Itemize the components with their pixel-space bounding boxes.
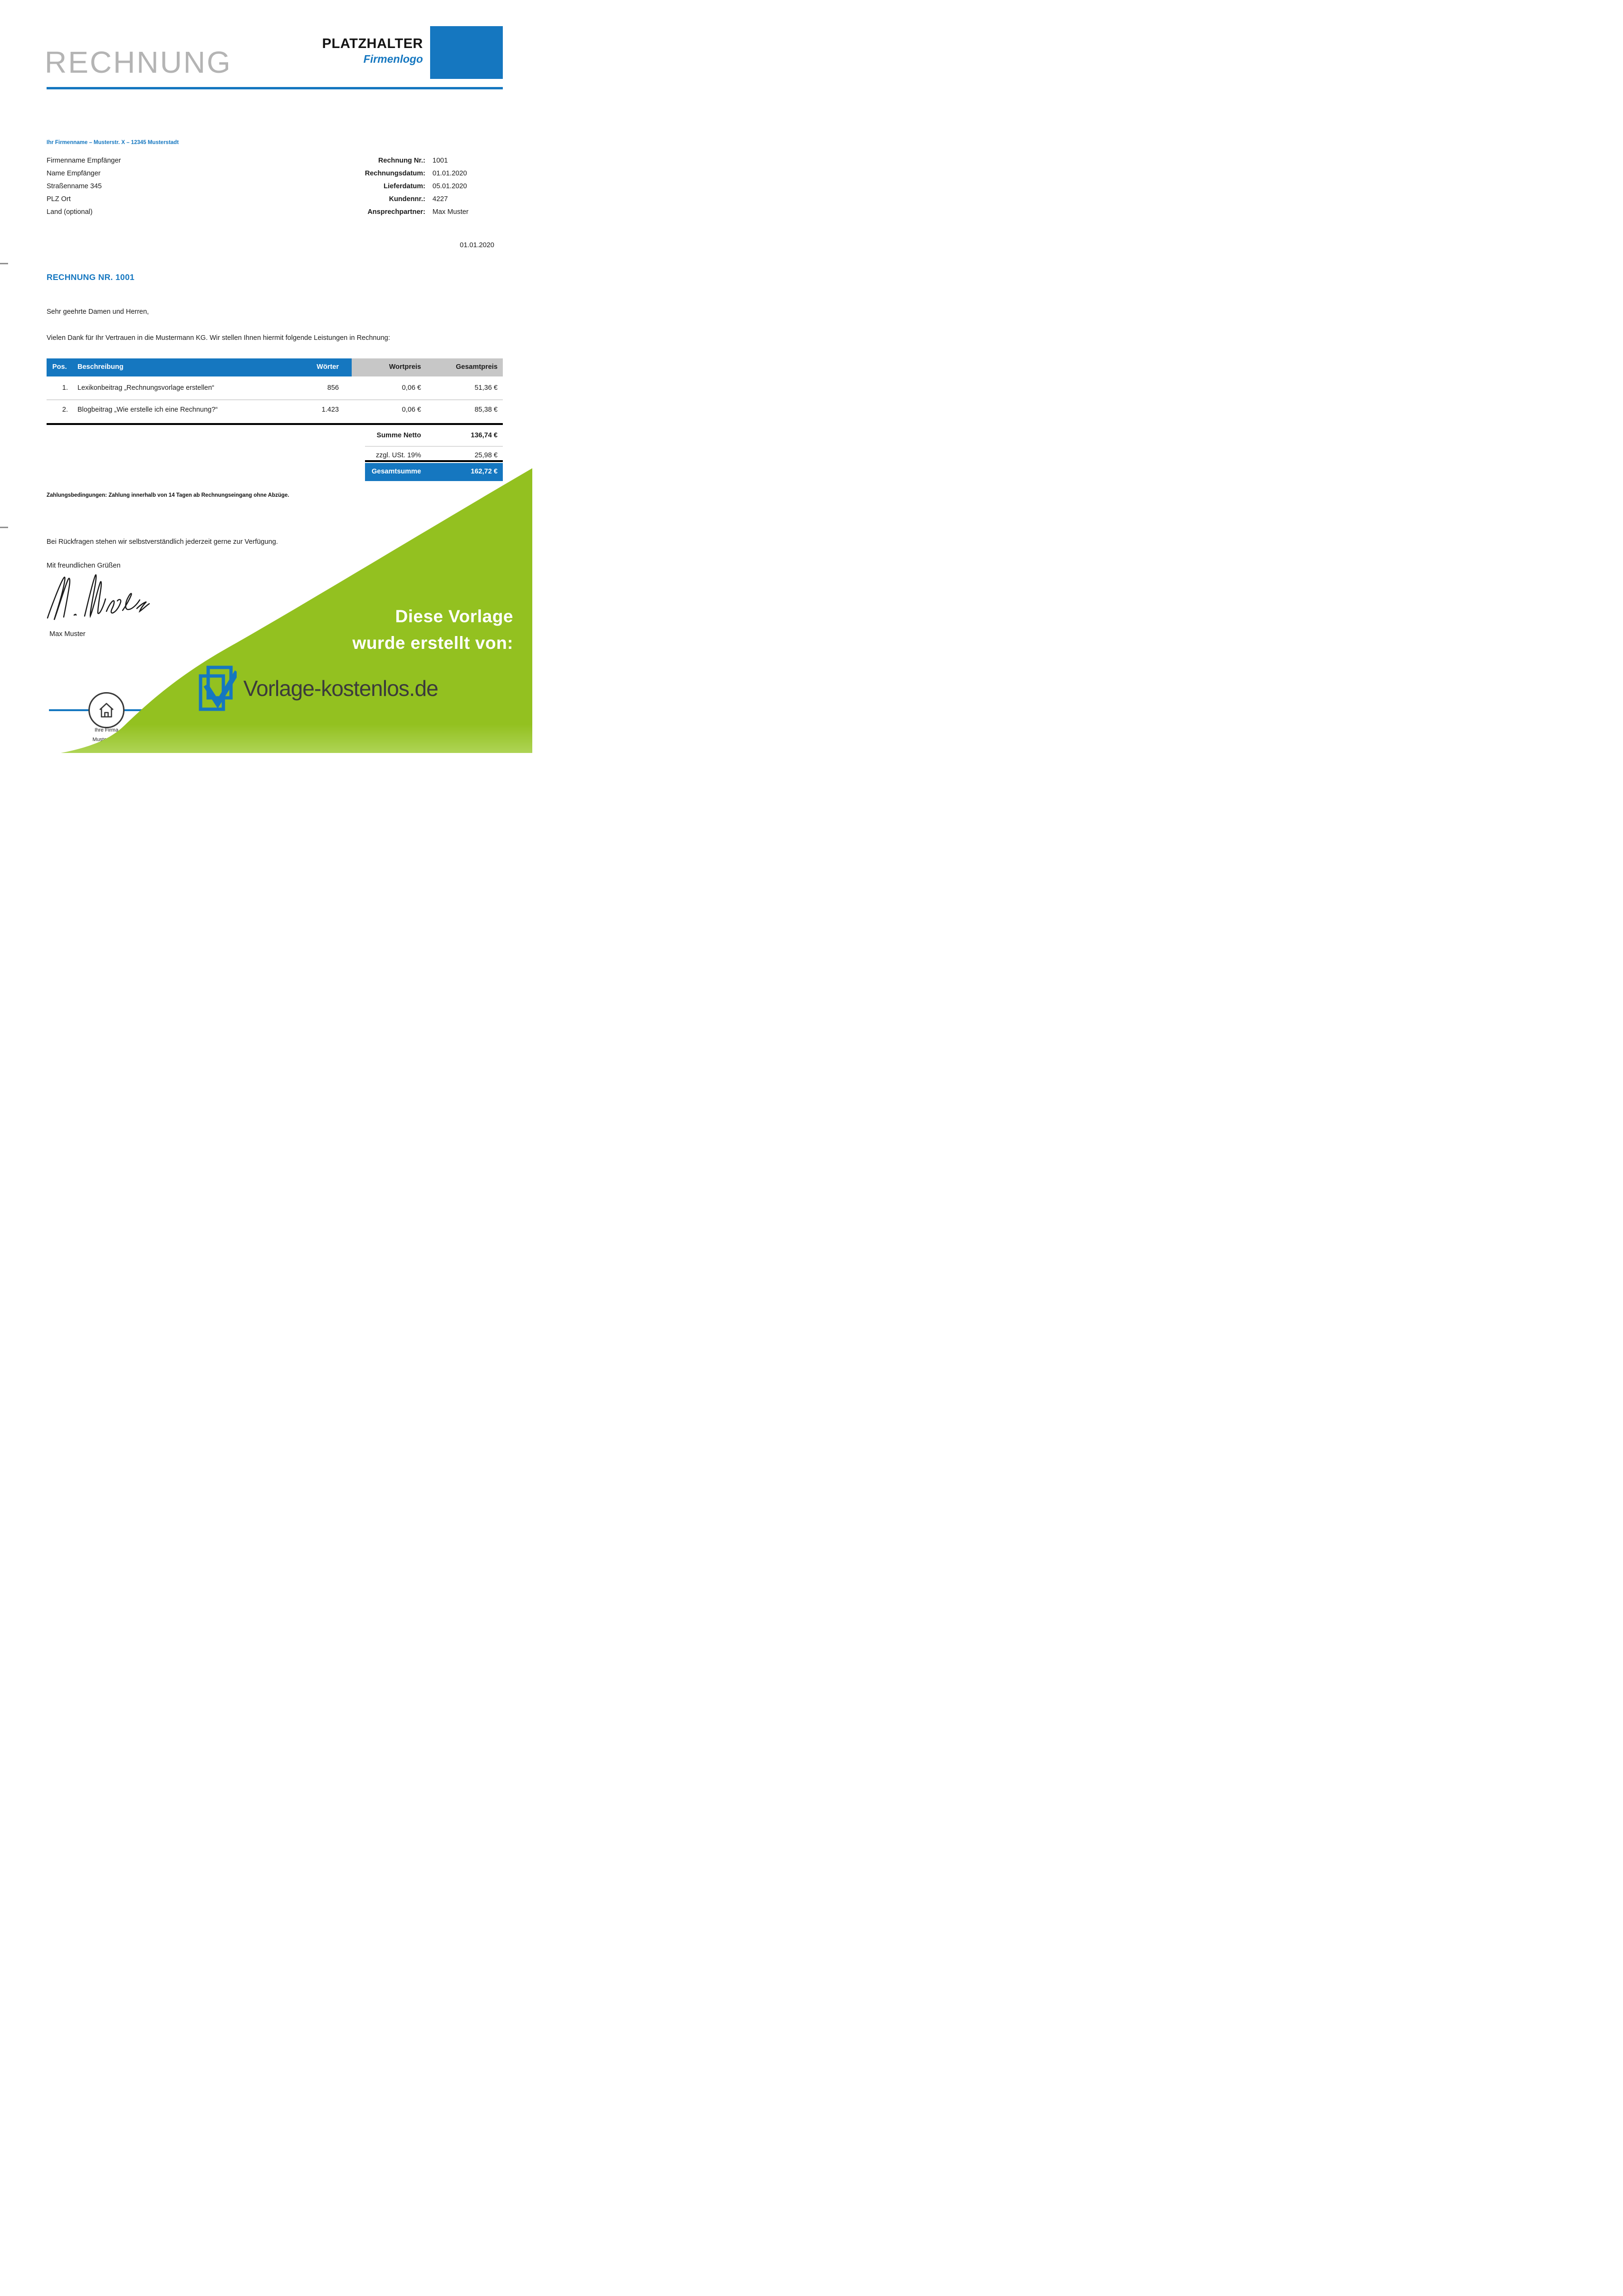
company-logo-mark <box>430 26 503 79</box>
column-header-words: Wörter <box>317 363 339 371</box>
footer-address: Ihre Firma Musterstraß 12345 M <box>92 727 121 752</box>
recipient-name: Name Empfänger <box>47 170 101 177</box>
table-header-gray <box>352 358 503 376</box>
meta-row-delivery-date: Lieferdatum: 05.01.2020 <box>384 183 467 190</box>
invoice-page: RECHNUNG PLATZHALTER Firmenlogo Ihr Firm… <box>0 0 532 753</box>
recipient-street: Straßenname 345 <box>47 183 102 190</box>
column-header-description: Beschreibung <box>77 363 124 371</box>
page-title: RECHNUNG <box>45 45 232 79</box>
fold-mark <box>0 263 8 264</box>
table-end-line <box>47 423 503 425</box>
column-header-pos: Pos. <box>52 363 67 371</box>
column-header-unit-price: Wortpreis <box>389 363 421 371</box>
table-header-blue <box>47 358 352 376</box>
signatory-name: Max Muster <box>49 630 86 638</box>
closing-text: Bei Rückfragen stehen wir selbstverständ… <box>47 538 278 546</box>
header-divider <box>47 87 503 89</box>
net-total-value: 136,74 € <box>471 432 498 439</box>
regards-text: Mit freundlichen Grüßen <box>47 562 121 569</box>
recipient-company: Firmenname Empfänger <box>47 157 121 164</box>
row-divider <box>47 399 503 400</box>
footer-emblem <box>88 692 125 728</box>
net-total-label: Summe Netto <box>376 432 421 439</box>
document-check-icon <box>199 666 237 711</box>
grand-total-value: 162,72 € <box>471 468 498 475</box>
meta-row-invoice-date: Rechnungsdatum: 01.01.2020 <box>365 170 467 177</box>
brand-name: Vorlage-kostenlos.de <box>243 676 439 701</box>
recipient-city: PLZ Ort <box>47 195 71 203</box>
fold-mark <box>0 527 8 528</box>
column-header-total-price: Gesamtpreis <box>456 363 498 371</box>
vat-value: 25,98 € <box>474 452 498 459</box>
promo-text-line1: Diese Vorlage <box>395 607 513 626</box>
vat-label: zzgl. USt. 19% <box>375 452 421 459</box>
meta-row-customer-number: Kundennr.: 4227 <box>389 195 448 203</box>
company-logo-name: PLATZHALTER <box>322 36 423 51</box>
grand-total-label: Gesamtsumme <box>372 468 421 475</box>
meta-row-contact-person: Ansprechpartner: Max Muster <box>367 208 469 216</box>
document-date: 01.01.2020 <box>460 241 494 249</box>
invoice-meta: Rechnung Nr.: 1001 Rechnungsdatum: 01.01… <box>304 154 503 219</box>
house-icon <box>99 703 114 718</box>
recipient-address: Firmenname Empfänger Name Empfänger Stra… <box>47 154 121 219</box>
brand-link[interactable]: Vorlage-kostenlos.de <box>197 665 439 712</box>
payment-terms: Zahlungsbedingungen: Zahlung innerhalb v… <box>47 492 289 498</box>
invoice-heading: RECHNUNG NR. 1001 <box>47 272 135 282</box>
recipient-country: Land (optional) <box>47 208 93 216</box>
salutation: Sehr geehrte Damen und Herren, <box>47 308 149 316</box>
sender-address-line: Ihr Firmenname – Musterstr. X – 12345 Mu… <box>47 140 179 145</box>
company-logo-subtitle: Firmenlogo <box>363 53 423 65</box>
intro-text: Vielen Dank für Ihr Vertrauen in die Mus… <box>47 334 390 342</box>
totals-end-line <box>365 460 503 462</box>
meta-row-invoice-number: Rechnung Nr.: 1001 <box>378 157 448 164</box>
signature-scribble <box>47 574 150 620</box>
totals-divider <box>365 446 503 447</box>
promo-text-line2: wurde erstellt von: <box>352 633 513 653</box>
